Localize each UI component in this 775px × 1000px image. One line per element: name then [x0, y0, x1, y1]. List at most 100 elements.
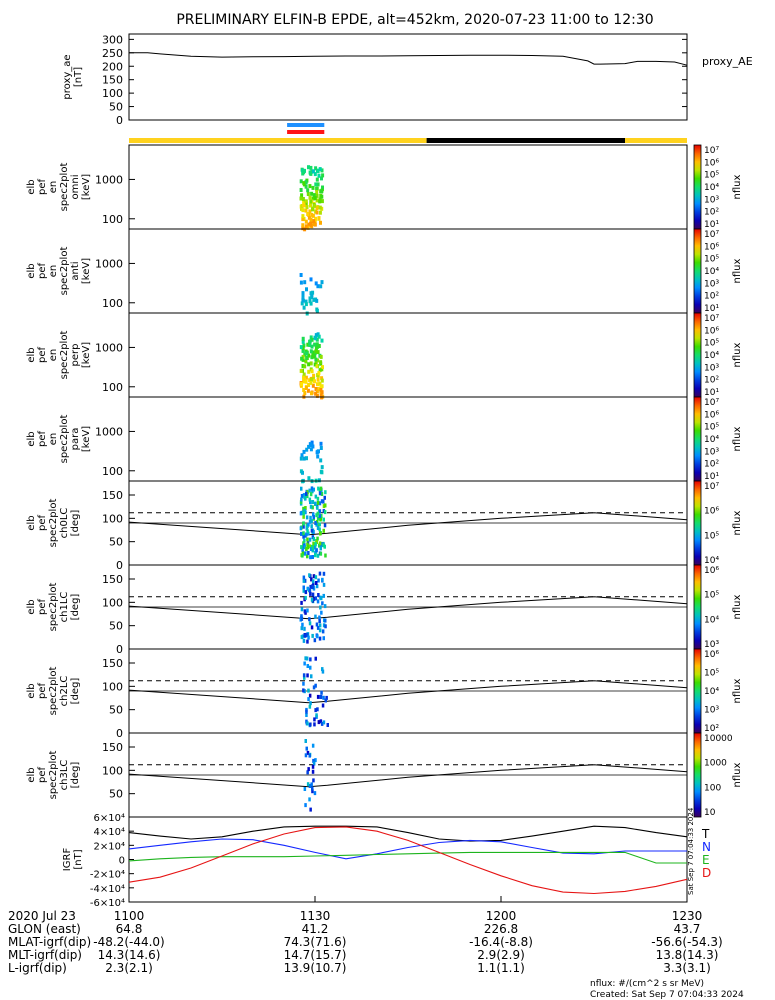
pitch-angle-cell — [306, 494, 309, 499]
pitch-angle-cell — [302, 524, 305, 529]
colorbar-label: nflux — [732, 510, 743, 535]
pitch-angle-cell — [303, 545, 306, 550]
pitch-angle-cell — [321, 629, 325, 634]
pitch-angle-cell — [320, 721, 324, 726]
x-row-value: 2.9(2.9) — [477, 948, 525, 962]
spectrogram-cell — [316, 387, 320, 391]
spectrogram-cell — [311, 376, 315, 381]
y-axis-label: elb — [26, 599, 37, 614]
y-axis-label: omni — [70, 175, 81, 200]
pitch-angle-cell — [307, 551, 310, 555]
colorbar-tick-label: 10³ — [704, 447, 719, 457]
pitch-angle-cell — [302, 578, 306, 583]
pitch-angle-cell — [307, 767, 310, 772]
pitch-angle-cell — [312, 487, 315, 492]
y-axis-label: ch3LC — [59, 760, 70, 791]
spectrogram-cell — [299, 196, 303, 201]
pitch-angle-cell — [302, 681, 305, 686]
pitch-angle-cell — [314, 683, 317, 688]
pitch-angle-cell — [308, 519, 312, 524]
pitch-angle-cell — [302, 638, 306, 643]
y-axis-label: IGRF — [62, 848, 73, 872]
pitch-angle-cell — [321, 577, 324, 582]
spectrogram-cell — [320, 199, 324, 204]
spectrogram-cell — [310, 377, 314, 382]
pitch-angle-cell — [322, 593, 325, 598]
pitch-angle-cell — [316, 599, 320, 604]
spectrogram-cell — [311, 352, 315, 357]
pitch-angle-cell — [309, 657, 312, 662]
spectrogram-cell — [299, 456, 303, 461]
pitch-angle-cell — [303, 675, 306, 680]
spectrogram-cell — [304, 184, 308, 189]
pitch-angle-cell — [317, 578, 320, 583]
colorbar-tick-label: 10⁵ — [704, 423, 719, 433]
legend-proxy-ae: proxy_AE — [702, 55, 753, 68]
pitch-angle-cell — [316, 707, 319, 712]
pitch-angle-cell — [305, 713, 308, 717]
pitch-angle-cell — [301, 548, 304, 552]
pitch-angle-cell — [302, 531, 305, 536]
spectrogram-cell — [301, 298, 305, 303]
y-axis-label: para — [70, 428, 81, 451]
pitch-angle-cell — [318, 501, 322, 506]
x-row-value: 1.1(1.1) — [477, 961, 525, 975]
y-tick-label: 1000 — [95, 341, 123, 354]
pitch-angle-cell — [315, 540, 319, 544]
x-row-label: 2020 Jul 23 — [8, 909, 76, 923]
spectrogram-cell — [302, 305, 306, 310]
y-tick-label: 6×10⁴ — [94, 813, 125, 824]
panel-para: elb pef en spec2plot para [keV] 10⁷ 10⁶ 10⁵ 10⁴ 10… — [26, 396, 743, 484]
pitch-angle-cell — [308, 573, 311, 578]
spectrogram-cell — [301, 345, 305, 350]
pitch-angle-cell — [314, 596, 318, 601]
pitch-angle-cell — [313, 722, 316, 727]
pitch-angle-cell — [308, 488, 311, 493]
spectrogram-cell — [307, 383, 311, 387]
pitch-angle-cell — [304, 590, 308, 595]
pitch-angle-cell — [322, 695, 325, 700]
y-axis-label: [keV] — [81, 258, 92, 284]
pitch-angle-cell — [315, 520, 319, 525]
pitch-angle-cell — [316, 511, 319, 516]
pitch-angle-cell — [320, 690, 323, 695]
pitch-angle-cell — [319, 551, 323, 556]
spectrogram-cell — [305, 351, 309, 356]
spectrogram-cell — [301, 470, 304, 475]
spectrogram-cell — [320, 280, 324, 285]
pitch-angle-cell — [311, 585, 314, 589]
spectrogram-cell — [300, 204, 304, 208]
legend-D: D — [702, 866, 711, 880]
spectrogram-cell — [319, 388, 323, 392]
colorbar-label: nflux — [732, 426, 743, 451]
pitch-angle-cell — [317, 486, 320, 491]
spectrogram-cell — [321, 185, 324, 190]
y-axis-label: pef — [37, 683, 48, 700]
pitch-angle-cell — [308, 784, 312, 788]
spectrogram-cell — [319, 441, 323, 446]
panel-omni: elb pef en spec2plot omni [keV] 10⁷ 10⁶ 10⁵ 10⁴ 10… — [26, 144, 743, 232]
pitch-angle-cell — [320, 514, 323, 518]
spectrogram-cell — [320, 384, 324, 389]
spectrogram-cell — [310, 337, 314, 342]
colorbar-tick-label: 1000 — [704, 759, 727, 769]
y-tick-label: 1000 — [95, 173, 123, 186]
pitch-angle-cell — [318, 628, 322, 633]
spectrogram-cell — [320, 189, 324, 194]
y-tick-label: 0 — [119, 856, 125, 867]
spectrogram-cell — [317, 216, 321, 221]
spectrogram-cell — [309, 217, 313, 222]
spectrogram-cell — [302, 449, 306, 454]
spectrogram-cell — [311, 196, 315, 201]
y-axis-label: pef — [37, 767, 48, 784]
pitch-angle-cell — [323, 495, 326, 500]
x-row-value: 14.3(14.6) — [98, 948, 161, 962]
panel-frame — [128, 144, 688, 230]
spectrogram-cell — [317, 371, 321, 376]
panel-igrf: IGRF [nT] -6×10⁴ -4×10⁴ -2×10⁴ 0 2×10⁴ 4×10⁴ 6×1… — [62, 813, 711, 909]
pitch-angle-cell — [300, 616, 304, 621]
colorbar-tick-label: 10⁵ — [704, 171, 719, 181]
colorbar-tick-label: 10⁵ — [704, 339, 719, 349]
spectrogram-cell — [310, 344, 314, 349]
